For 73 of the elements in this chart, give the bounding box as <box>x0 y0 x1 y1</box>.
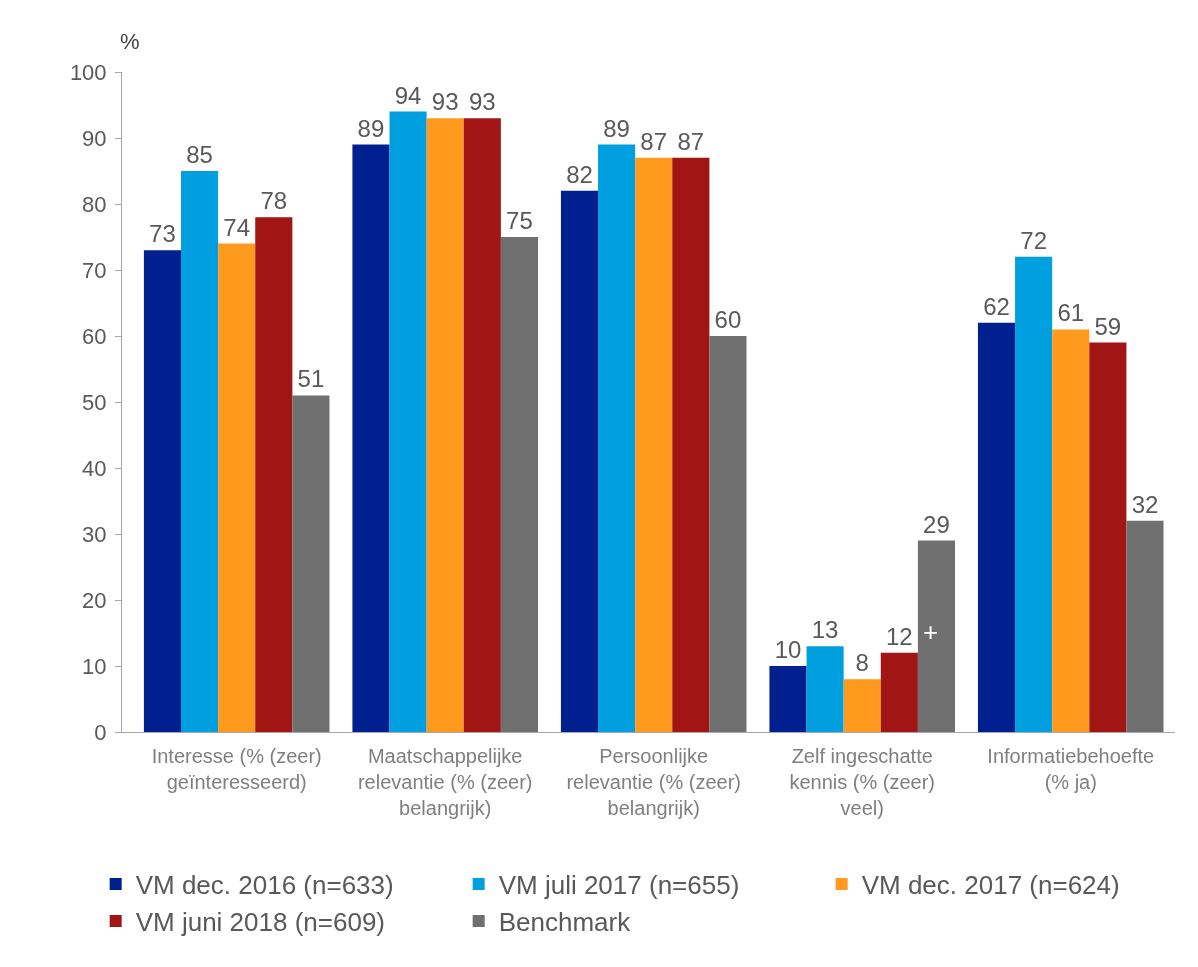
bar <box>389 111 427 732</box>
data-label: 8 <box>855 649 869 677</box>
y-tick-label: 20 <box>82 587 107 613</box>
bar <box>843 679 881 732</box>
legend-label: VM dec. 2016 (n=633) <box>135 870 394 901</box>
data-label: 85 <box>186 141 213 168</box>
data-label: 10 <box>774 636 802 663</box>
bar <box>598 144 636 732</box>
bar <box>672 157 710 732</box>
data-label: 87 <box>640 127 668 155</box>
data-label: 93 <box>468 88 496 116</box>
y-tick-label: 70 <box>82 257 107 283</box>
y-tick-label: 90 <box>82 125 107 151</box>
data-label: 82 <box>566 160 593 188</box>
y-tick-label: 40 <box>82 455 107 481</box>
bar <box>635 157 673 732</box>
data-label: 94 <box>394 81 422 109</box>
y-tick-label: 60 <box>82 323 107 349</box>
data-label: 75 <box>506 207 533 234</box>
bar <box>917 540 956 732</box>
x-tick-label: Persoonlijke relevantie (% (zeer) belangrijk) <box>566 745 741 819</box>
bar <box>560 190 599 732</box>
data-label: 12 <box>885 622 913 650</box>
y-tick-label: 100 <box>69 59 107 85</box>
bar <box>426 118 464 732</box>
data-label: 13 <box>811 616 839 644</box>
y-tick-label: 30 <box>82 521 107 547</box>
data-label: 29 <box>923 510 950 538</box>
bar <box>292 395 330 732</box>
bar <box>463 118 501 732</box>
legend-label: VM dec. 2017 (n=624) <box>861 870 1120 901</box>
x-tick-label: Zelf ingeschatte kennis (% (zeer) veel) <box>789 745 936 819</box>
data-label: 59 <box>1094 312 1122 340</box>
bar <box>806 646 844 732</box>
data-label: 74 <box>223 213 251 241</box>
y-tick-label: 50 <box>82 389 107 415</box>
data-label: 60 <box>714 306 742 333</box>
data-label: 89 <box>603 114 630 142</box>
bar <box>218 243 256 732</box>
bar <box>1015 256 1053 732</box>
bar <box>255 217 293 732</box>
bar <box>1052 329 1090 732</box>
x-tick-label: Maatschappelijke relevantie (% (zeer) belangrijk) <box>357 745 533 819</box>
data-label: 89 <box>357 114 385 142</box>
bar <box>1089 342 1127 732</box>
data-label: 51 <box>297 365 325 393</box>
bar <box>880 652 918 732</box>
bar <box>977 322 1016 732</box>
data-label: 32 <box>1131 490 1159 518</box>
y-axis-title: % <box>120 29 140 54</box>
bar <box>769 666 807 732</box>
legend-label: VM juni 2018 (n=609) <box>135 907 385 938</box>
y-tick-label: 80 <box>82 191 107 217</box>
legend-label: VM juli 2017 (n=655) <box>498 870 740 901</box>
bar <box>143 250 182 732</box>
data-label: 61 <box>1057 299 1085 327</box>
bar <box>709 336 747 732</box>
y-tick-label: 10 <box>82 653 107 679</box>
legend-label: Benchmark <box>498 907 632 938</box>
bar <box>181 171 219 732</box>
data-label: 93 <box>431 88 459 116</box>
data-label: 73 <box>149 220 176 248</box>
x-tick-label: Interesse (% (zeer) geïnteresseerd) <box>151 745 322 793</box>
data-label: 78 <box>260 187 288 215</box>
bar <box>1126 520 1164 732</box>
bar <box>500 237 538 732</box>
data-label: 87 <box>677 127 705 155</box>
y-tick-label: 0 <box>94 719 107 745</box>
data-label: 72 <box>1020 226 1047 254</box>
bar <box>352 144 390 732</box>
x-tick-label: Informatiebehoefte (% ja) <box>987 745 1155 793</box>
annotation: + <box>923 617 939 647</box>
data-label: 62 <box>983 292 1010 320</box>
